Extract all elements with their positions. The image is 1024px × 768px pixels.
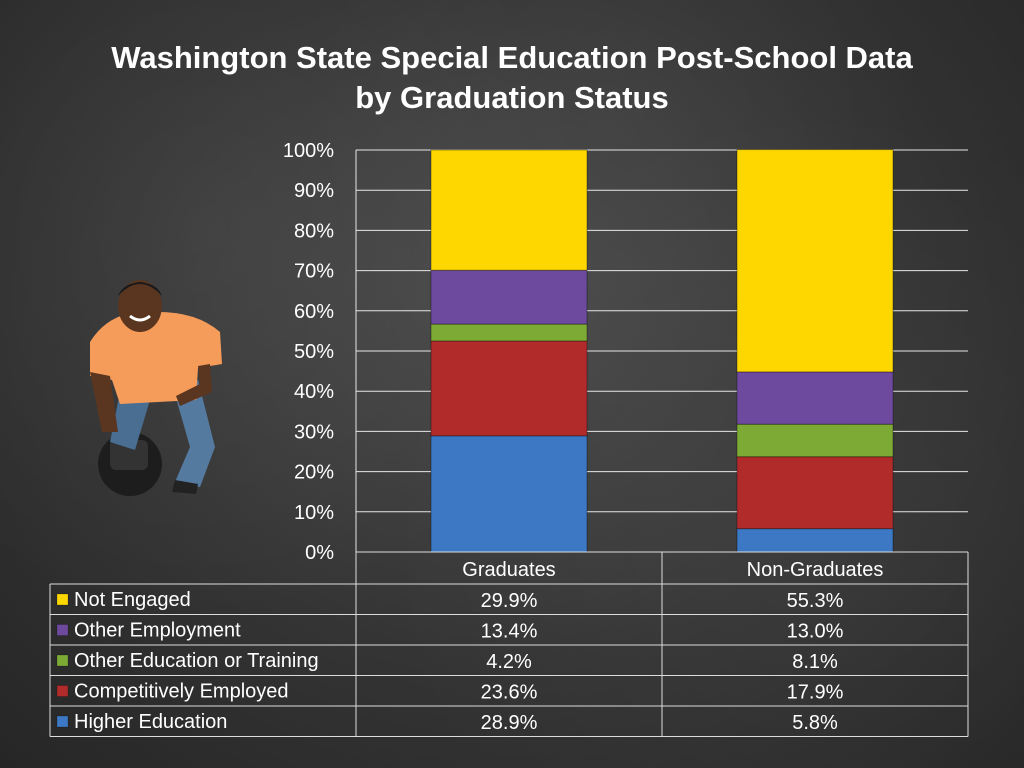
table-header-graduates: Graduates	[462, 559, 555, 581]
legend-key-other-education-or-training	[56, 654, 69, 667]
data-label-not-engaged: 55.3%	[787, 590, 844, 612]
table-header-non-graduates: Non-Graduates	[747, 559, 884, 581]
legend-key-higher-education	[56, 715, 69, 728]
bar-segment-higher-education	[430, 435, 588, 553]
legend-label-other-education-or-training: Other Education or Training	[74, 650, 319, 672]
bar-segment-competitively-employed	[736, 456, 894, 530]
y-tick-label: 20%	[294, 462, 334, 484]
bar-segment-not-engaged	[430, 149, 588, 271]
y-tick-label: 40%	[294, 381, 334, 403]
legend-key-competitively-employed	[56, 685, 69, 697]
y-axis-ticks: 0% 10% 20% 30% 40% 50% 60% 70% 80% 90% 100%	[283, 140, 334, 564]
bar-segment-higher-education	[736, 528, 894, 553]
bar-segment-other-education-or-training	[430, 323, 588, 342]
y-tick-label: 70%	[294, 261, 334, 283]
legend-label-competitively-employed: Competitively Employed	[74, 681, 289, 703]
data-table: Graduates Non-Graduates Not Engaged 29.9% 55…	[49, 551, 969, 737]
legend-label-not-engaged: Not Engaged	[74, 589, 191, 611]
bar-segment-other-employment	[736, 371, 894, 425]
legend-key-other-employment	[56, 624, 69, 636]
data-label-competitively-employed: 17.9%	[787, 682, 844, 704]
bar-segment-other-employment	[430, 269, 588, 325]
data-label-other-education-or-training: 8.1%	[792, 651, 838, 673]
y-tick-label: 60%	[294, 301, 334, 323]
y-tick-label: 90%	[294, 180, 334, 202]
y-tick-label: 80%	[294, 220, 334, 242]
bars	[430, 149, 894, 553]
y-tick-label: 30%	[294, 421, 334, 443]
data-label-not-engaged: 29.9%	[481, 590, 538, 612]
legend-key-not-engaged	[56, 593, 69, 606]
data-label-other-employment: 13.4%	[481, 621, 538, 643]
chart-title: Washington State Special Education Post-…	[0, 38, 1024, 118]
legend-label-other-employment: Other Employment	[74, 620, 241, 642]
y-tick-label: 10%	[294, 502, 334, 524]
data-label-other-education-or-training: 4.2%	[486, 651, 532, 673]
data-label-higher-education: 5.8%	[792, 712, 838, 734]
student-photo	[90, 280, 222, 496]
chart-title-line-2: by Graduation Status	[355, 80, 669, 115]
bar-segment-not-engaged	[736, 149, 894, 373]
y-tick-label: 0%	[305, 542, 334, 564]
data-label-competitively-employed: 23.6%	[481, 682, 538, 704]
y-tick-label: 50%	[294, 341, 334, 363]
chart-title-line-1: Washington State Special Education Post-…	[111, 40, 913, 75]
legend-label-higher-education: Higher Education	[74, 711, 227, 733]
data-label-higher-education: 28.9%	[481, 712, 538, 734]
y-tick-label: 100%	[283, 140, 334, 162]
bar-segment-other-education-or-training	[736, 423, 894, 458]
bar-segment-competitively-employed	[430, 340, 588, 437]
data-label-other-employment: 13.0%	[787, 621, 844, 643]
